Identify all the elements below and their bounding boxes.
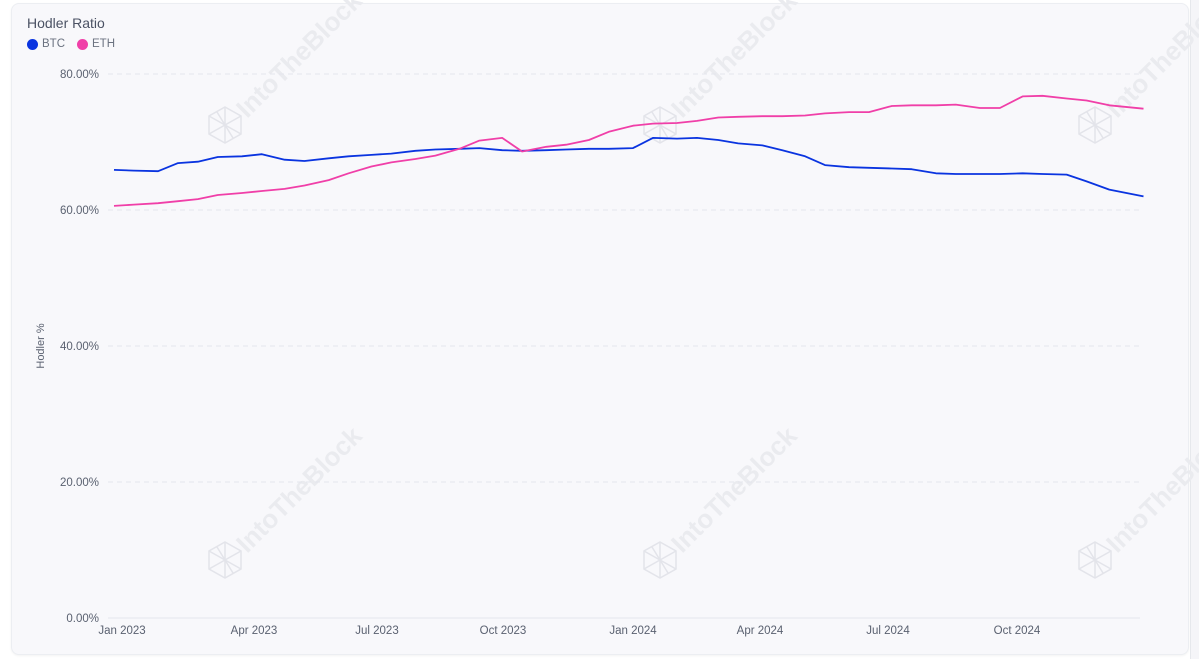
watermark-text: IntoTheBlock (665, 420, 803, 558)
chart-title: Hodler Ratio (27, 15, 105, 31)
watermark-logo-icon: IntoTheBlock (1078, 420, 1199, 579)
eth-series-line[interactable] (113, 94, 1144, 207)
watermark-layer: IntoTheBlock IntoTheBlock IntoTheBlock Into… (208, 0, 1199, 579)
watermark-logo-icon: IntoTheBlock (208, 420, 368, 579)
x-tick-label: Jul 2024 (866, 625, 910, 637)
x-tick-label: Apr 2024 (737, 625, 784, 637)
y-axis-ticks: 0.00% 20.00% 40.00% 60.00% 80.00% (60, 69, 99, 625)
legend-item-btc[interactable]: BTC (27, 38, 65, 50)
watermark-logo-icon: IntoTheBlock (208, 0, 368, 144)
x-tick-label: Apr 2023 (231, 625, 278, 637)
btc-legend-dot-icon (27, 38, 38, 50)
legend-label-eth: ETH (92, 38, 115, 50)
watermark-text: IntoTheBlock (230, 0, 368, 123)
x-tick-label: Jan 2024 (609, 625, 657, 637)
watermark-logo-icon: IntoTheBlock (1078, 0, 1199, 144)
y-tick-label: 0.00% (66, 613, 99, 625)
btc-series-line[interactable] (113, 136, 1144, 198)
x-tick-label: Oct 2023 (480, 625, 527, 637)
chart-card (11, 3, 1189, 655)
watermark-logo-icon: IntoTheBlock (643, 0, 803, 144)
y-tick-label: 20.00% (60, 477, 99, 489)
y-tick-label: 60.00% (60, 205, 99, 217)
chart-gridlines (108, 73, 1140, 619)
legend-item-eth[interactable]: ETH (77, 38, 115, 50)
x-tick-label: Jan 2023 (98, 625, 145, 637)
adjacent-card-edge (1190, 0, 1199, 659)
chart-series-lines (113, 94, 1144, 207)
legend-label-btc: BTC (42, 38, 65, 50)
x-tick-label: Oct 2024 (994, 625, 1041, 637)
watermark-text: IntoTheBlock (665, 0, 803, 123)
x-axis-ticks: Jan 2023 Apr 2023 Jul 2023 Oct 2023 Jan 2024… (98, 625, 1041, 637)
y-tick-label: 80.00% (60, 69, 99, 81)
watermark-logo-icon: IntoTheBlock (643, 420, 803, 579)
eth-legend-dot-icon (77, 38, 88, 50)
chart-legend: BTC ETH (27, 38, 115, 50)
watermark-text: IntoTheBlock (230, 420, 368, 558)
y-axis-label: Hodler % (35, 323, 47, 368)
y-tick-label: 40.00% (60, 341, 99, 353)
watermark-text: IntoTheBlock (1100, 420, 1199, 558)
watermark-text: IntoTheBlock (1100, 0, 1199, 123)
x-tick-label: Jul 2023 (355, 625, 398, 637)
